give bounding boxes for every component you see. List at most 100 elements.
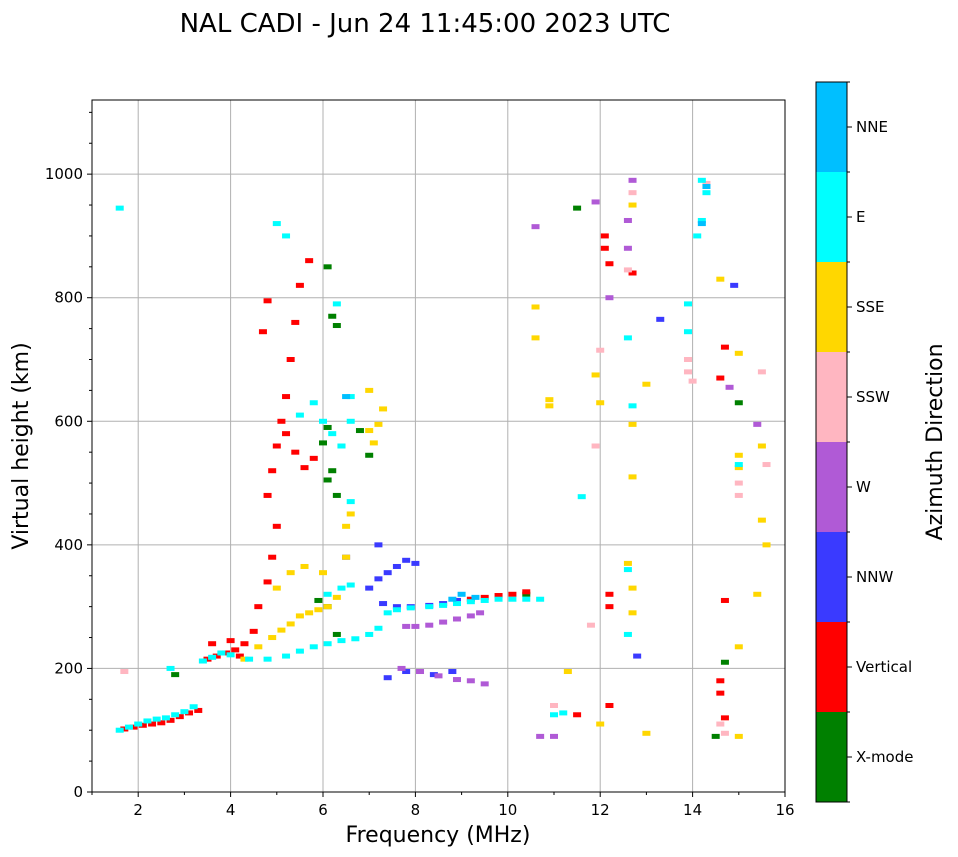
data-point <box>628 177 637 183</box>
data-point <box>124 724 133 730</box>
data-point <box>249 628 258 634</box>
data-point <box>355 428 364 434</box>
data-point <box>605 703 614 708</box>
data-point <box>656 316 665 322</box>
data-point <box>559 710 568 716</box>
data-point <box>346 511 355 517</box>
data-point <box>295 648 304 654</box>
data-point <box>448 669 457 675</box>
data-point <box>189 704 198 710</box>
data-point <box>406 605 415 611</box>
data-point <box>623 560 632 566</box>
data-point <box>194 707 203 713</box>
data-point <box>138 722 147 728</box>
data-point <box>309 644 318 650</box>
data-point <box>452 677 461 683</box>
data-point <box>402 623 411 629</box>
data-point <box>683 369 692 375</box>
data-point <box>134 721 143 727</box>
colorbar-segment <box>816 262 847 352</box>
data-point <box>346 418 355 424</box>
data-point <box>332 301 341 307</box>
data-point <box>471 594 480 600</box>
data-point <box>522 589 531 595</box>
data-point <box>605 295 614 301</box>
data-point <box>494 593 503 599</box>
data-point <box>725 384 734 390</box>
data-point <box>508 596 517 602</box>
data-point <box>374 625 383 631</box>
data-point <box>268 635 277 641</box>
data-point <box>143 718 152 724</box>
data-point <box>716 678 725 684</box>
data-point <box>365 387 374 393</box>
data-point <box>402 557 411 563</box>
data-point <box>720 715 729 721</box>
data-point <box>166 717 175 723</box>
data-point <box>683 329 692 335</box>
data-point <box>697 177 706 183</box>
y-tick-label: 600 <box>54 412 83 430</box>
data-point <box>129 724 138 730</box>
data-point <box>480 597 489 603</box>
colorbar-segment <box>816 172 847 262</box>
data-point <box>720 730 729 736</box>
data-point <box>291 449 300 455</box>
data-point <box>263 579 272 585</box>
data-point <box>374 421 383 427</box>
data-point <box>263 492 272 498</box>
data-point <box>623 217 632 223</box>
data-point <box>346 394 355 400</box>
data-point <box>628 202 637 208</box>
data-point <box>531 335 540 341</box>
data-point <box>300 465 309 471</box>
colorbar-tick-label: E <box>856 208 865 226</box>
data-point <box>466 613 475 619</box>
data-point <box>328 468 337 474</box>
data-point <box>157 720 166 726</box>
data-point <box>550 733 558 739</box>
data-point <box>452 597 461 603</box>
data-point <box>383 570 392 576</box>
data-point <box>642 381 651 387</box>
y-tick-label: 800 <box>54 289 83 307</box>
data-point <box>411 560 420 566</box>
colorbar-segment <box>816 712 847 802</box>
data-point <box>365 428 374 434</box>
data-point <box>480 594 489 600</box>
colorbar: X-mode Vertical NNW W SSW SSE E NNE <box>815 81 913 803</box>
data-point <box>697 217 706 223</box>
data-point <box>277 627 286 633</box>
colorbar-segment <box>816 532 847 622</box>
data-point <box>730 282 739 288</box>
data-point <box>295 613 304 619</box>
colorbar-tick-label: SSW <box>856 388 890 406</box>
data-point <box>466 678 475 684</box>
data-point <box>365 631 374 637</box>
y-tick-label: 200 <box>54 659 83 677</box>
data-point <box>600 233 609 239</box>
data-point <box>563 669 572 675</box>
plot-area <box>91 99 786 793</box>
data-point <box>365 585 374 591</box>
data-point <box>628 270 637 276</box>
data-point <box>171 712 180 718</box>
colorbar-label: Azimuth Direction <box>923 343 948 540</box>
data-point <box>494 596 503 602</box>
data-point <box>683 301 692 307</box>
data-point <box>240 656 249 662</box>
data-point <box>226 652 235 658</box>
data-point <box>397 665 406 671</box>
data-point <box>212 653 221 659</box>
x-tick-label: 10 <box>498 801 517 819</box>
data-point <box>374 542 383 548</box>
data-point <box>365 452 374 458</box>
data-point <box>231 647 240 653</box>
data-point <box>268 554 277 560</box>
data-point <box>185 710 194 716</box>
data-point <box>379 406 388 412</box>
data-point <box>245 656 254 662</box>
data-point <box>323 604 332 610</box>
data-point <box>762 462 771 468</box>
